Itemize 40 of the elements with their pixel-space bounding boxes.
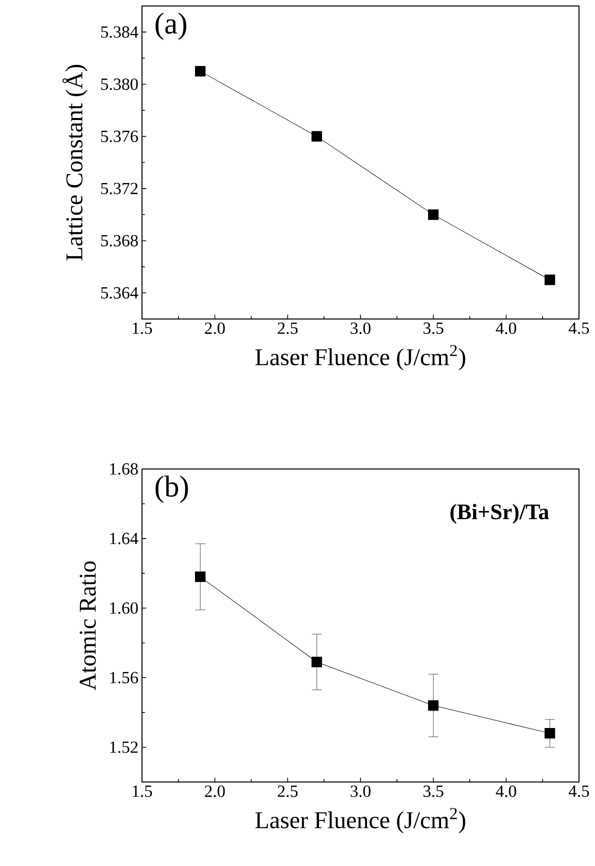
x-tick-label: 4.0: [496, 786, 516, 798]
annotation: (Bi+Sr)/Ta: [450, 504, 549, 524]
y-tick-label: 5.384: [101, 26, 138, 38]
y-tick-label: 1.64: [110, 532, 138, 544]
x-tick-label: 3.5: [424, 786, 444, 798]
x-axis-title: Laser Fluence (J/cm$^{2}$): [255, 808, 466, 834]
y-axis-title: Lattice Constant (Å): [62, 64, 88, 260]
x-axis-title: Laser Fluence (J/cm$^{2}$): [255, 344, 466, 370]
annotation: (a): [156, 12, 186, 40]
x-tick-label: 2.0: [204, 786, 225, 798]
x-tick-label: 3.0: [350, 322, 370, 334]
point: [195, 66, 206, 76]
x-tick-label: 2.5: [278, 786, 298, 798]
y-tick-label: 5.372: [101, 182, 138, 194]
y-tick-label: 5.380: [101, 78, 138, 90]
annotation: (b): [156, 476, 188, 503]
x-tick-label: 4.5: [568, 786, 589, 797]
y-tick-label: 5.364: [101, 287, 138, 299]
x-tick-label: 4.5: [568, 322, 589, 334]
x-tick-label: 1.5: [132, 322, 152, 334]
x-tick-label: 1.5: [132, 786, 152, 797]
point: [312, 656, 322, 668]
point: [312, 131, 322, 142]
y-axis-title: Atomic Ratio: [80, 561, 96, 690]
x-tick-label: 3.5: [424, 322, 444, 334]
y-tick-label: 5.368: [101, 234, 138, 247]
y-tick-label: 1.68: [110, 463, 138, 475]
point: [428, 209, 439, 220]
x-tick-label: 3.0: [350, 786, 370, 798]
y-tick-label: 1.56: [110, 672, 138, 684]
point: [544, 274, 556, 286]
point: [544, 728, 556, 739]
y-tick-label: 5.376: [101, 130, 138, 142]
x-tick-label: 4.0: [496, 322, 516, 334]
x-tick-label: 2.0: [204, 322, 225, 334]
y-tick-label: 1.52: [110, 741, 138, 753]
point: [428, 700, 439, 711]
x-tick-label: 2.5: [278, 322, 298, 334]
y-tick-label: 1.60: [110, 602, 138, 614]
point: [195, 572, 206, 582]
